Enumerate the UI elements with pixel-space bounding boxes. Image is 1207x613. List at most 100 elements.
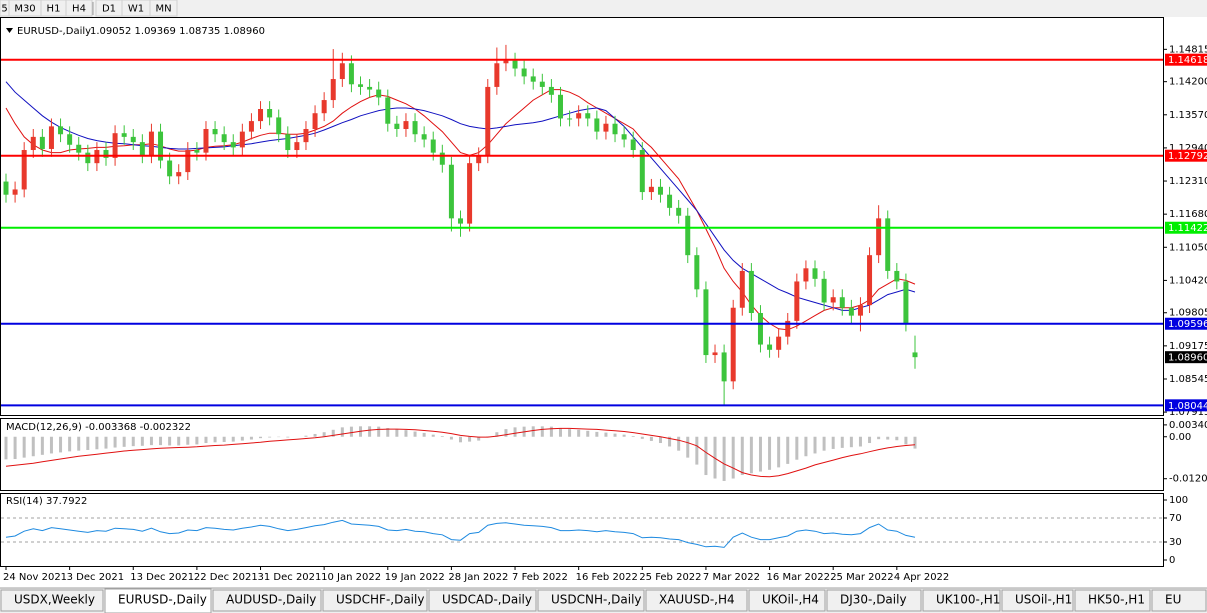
tab-label[interactable]: XAUUSD-,H4: [659, 593, 735, 607]
chart-tab[interactable]: HK50-,H1: [1074, 589, 1151, 612]
macd-bar: [858, 436, 862, 447]
macd-bar: [495, 432, 499, 437]
macd-bar: [768, 436, 772, 470]
tab-label[interactable]: UKOil-,H4: [762, 593, 819, 607]
macd-bar: [695, 436, 699, 465]
candle-body: [294, 142, 300, 151]
tab-label[interactable]: USDCAD-,Daily: [442, 593, 532, 607]
candle-body: [557, 94, 563, 119]
macd-bar: [631, 436, 635, 437]
chart-tab[interactable]: XAUUSD-,H4: [645, 589, 748, 612]
candle-body: [58, 126, 64, 135]
candle-body: [12, 189, 18, 195]
tab-background[interactable]: [1001, 589, 1074, 612]
tab-background[interactable]: [537, 589, 645, 612]
x-tick-label: 10 Jan 2022: [321, 572, 381, 583]
x-tick-label: 25 Mar 2022: [830, 572, 893, 583]
timeframe-label[interactable]: D1: [102, 4, 116, 15]
x-tick-label: 16 Feb 2022: [576, 572, 638, 583]
timeframe-button[interactable]: [65, 0, 93, 17]
timeframe-label[interactable]: MN: [155, 4, 171, 15]
tab-label[interactable]: DJ30-,Daily: [840, 593, 907, 607]
candle-body: [48, 126, 54, 149]
candle-body: [903, 281, 909, 324]
y-tick-label: 1.09175: [1169, 341, 1207, 352]
tab-background[interactable]: [748, 589, 826, 612]
chart-tab[interactable]: USDCAD-,Daily: [428, 589, 537, 612]
macd-bar: [540, 426, 544, 437]
tab-label[interactable]: AUDUSD-,Daily: [226, 593, 316, 607]
tab-label[interactable]: USOil-,H1: [1015, 593, 1072, 607]
chart-tab[interactable]: EU: [1151, 589, 1207, 612]
tab-label[interactable]: EU: [1165, 593, 1181, 607]
collapse-arrow[interactable]: [6, 28, 13, 33]
candle-body: [657, 186, 663, 195]
tab-background[interactable]: [0, 589, 104, 612]
timeframe-label[interactable]: H1: [47, 4, 61, 15]
chart-tab[interactable]: UKOil-,H4: [748, 589, 826, 612]
tab-background[interactable]: [1151, 589, 1207, 612]
chart-tab[interactable]: USOil-,H1: [1001, 589, 1074, 612]
candle-body: [458, 218, 463, 224]
candle-body: [439, 152, 445, 165]
chart-tab[interactable]: USDCNH-,Daily: [537, 589, 645, 612]
chart-tab[interactable]: UK100-,H1: [922, 589, 1001, 612]
candle-body: [348, 63, 354, 85]
candle-body: [412, 121, 418, 135]
candle-body: [367, 86, 373, 90]
y-tick-label: 100: [1169, 495, 1188, 506]
y-tick-label: 1.07915: [1169, 407, 1207, 418]
macd-bar: [640, 436, 644, 439]
timeframe-label[interactable]: M30: [14, 4, 35, 15]
y-tick-label: 1.11050: [1169, 242, 1207, 253]
candle-body: [176, 172, 182, 177]
macd-bar: [349, 426, 353, 437]
y-tick-label: 0.003408: [1169, 420, 1207, 431]
tab-background[interactable]: [922, 589, 1001, 612]
tab-background[interactable]: [428, 589, 537, 612]
macd-bar: [459, 436, 462, 443]
macd-signal: [5, 427, 916, 478]
tab-background[interactable]: [212, 589, 322, 612]
tab-background[interactable]: [322, 589, 428, 612]
macd-bar: [904, 436, 908, 445]
macd-bar: [331, 429, 335, 437]
tab-background[interactable]: [645, 589, 748, 612]
macd-bar: [658, 436, 662, 444]
macd-bar: [577, 429, 581, 437]
macd-bar: [813, 436, 817, 454]
tab-background[interactable]: [1074, 589, 1151, 612]
macd-bar: [568, 429, 572, 437]
timeframe-label[interactable]: H4: [72, 4, 86, 15]
macd-bar: [177, 436, 181, 446]
tab-label[interactable]: UK100-,H1: [936, 593, 1000, 607]
macd-bar: [886, 436, 890, 440]
tab-label[interactable]: HK50-,H1: [1088, 593, 1145, 607]
candle-body: [494, 63, 500, 87]
tab-background[interactable]: [104, 588, 212, 613]
candle-body: [67, 134, 73, 145]
level-price-label: 1.08044: [1168, 401, 1207, 412]
tab-label[interactable]: USDCHF-,Daily: [336, 593, 424, 607]
candle-body: [876, 218, 882, 256]
chart-tab[interactable]: EURUSD-,Daily: [104, 588, 212, 613]
timeframe-label[interactable]: W1: [128, 4, 144, 15]
timeframe-label[interactable]: 5: [1, 4, 7, 15]
timeframe-button[interactable]: [149, 0, 178, 17]
y-tick-label: 0.00: [1169, 432, 1191, 443]
macd-bar: [340, 427, 344, 437]
macd-bar: [68, 436, 72, 452]
macd-bar: [140, 436, 144, 446]
tab-background[interactable]: [826, 589, 922, 612]
tab-label[interactable]: EURUSD-,Daily: [118, 593, 207, 607]
chart-tab[interactable]: DJ30-,Daily: [826, 589, 922, 612]
tab-label[interactable]: USDX,Weekly: [14, 593, 95, 607]
chart-tab[interactable]: USDX,Weekly: [0, 589, 104, 612]
macd-bar: [704, 436, 708, 476]
macd-bar: [395, 429, 399, 437]
chart-tab[interactable]: AUDUSD-,Daily: [212, 589, 322, 612]
level-price-tag: [1165, 221, 1207, 234]
tab-label[interactable]: USDCNH-,Daily: [551, 593, 642, 607]
candle-body: [894, 270, 900, 282]
chart-tab[interactable]: USDCHF-,Daily: [322, 589, 428, 612]
